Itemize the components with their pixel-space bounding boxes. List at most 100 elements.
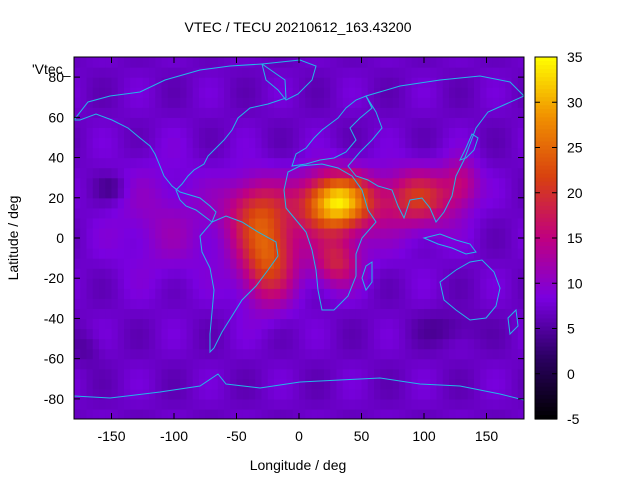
heatmap-cell <box>367 268 375 279</box>
heatmap-cell <box>311 57 319 68</box>
heatmap-cell <box>455 398 463 410</box>
heatmap-cell <box>361 278 369 289</box>
heatmap-cell <box>417 278 425 289</box>
heatmap-cell <box>367 328 375 340</box>
heatmap-cell <box>99 348 106 360</box>
heatmap-cell <box>480 278 488 289</box>
heatmap-cell <box>192 87 200 98</box>
heatmap-cell <box>386 258 394 269</box>
heatmap-cell <box>292 177 300 189</box>
heatmap-cell <box>480 338 488 350</box>
heatmap-cell <box>474 338 481 350</box>
heatmap-cell <box>111 338 119 350</box>
coastline-overlay <box>74 59 524 419</box>
heatmap-cell <box>99 107 106 118</box>
heatmap-cell <box>499 177 506 189</box>
heatmap-cell <box>142 87 150 98</box>
heatmap-cell <box>74 288 81 299</box>
heatmap-cell <box>474 197 481 209</box>
heatmap-cell <box>517 308 524 320</box>
heatmap-cell <box>342 338 350 350</box>
heatmap-cell <box>311 388 319 400</box>
heatmap-cell <box>361 207 369 219</box>
heatmap-cell <box>224 57 231 68</box>
heatmap-cell <box>292 127 300 139</box>
heatmap-cell <box>161 57 169 68</box>
heatmap-cell <box>317 328 325 340</box>
heatmap-cell <box>136 197 144 209</box>
heatmap-cell <box>224 278 231 289</box>
heatmap-cell <box>424 227 431 239</box>
heatmap-cell <box>117 408 125 419</box>
heatmap-cell <box>111 358 119 370</box>
heatmap-cell <box>317 258 325 269</box>
heatmap-cell <box>467 278 475 289</box>
heatmap-cell <box>392 288 400 299</box>
heatmap-cell <box>149 197 156 209</box>
heatmap-cell <box>80 408 88 419</box>
heatmap-cell <box>511 388 519 400</box>
heatmap-cell <box>267 127 275 139</box>
heatmap-cell <box>511 207 519 219</box>
heatmap-cell <box>280 338 288 350</box>
heatmap-cell <box>292 107 300 118</box>
heatmap-cell <box>342 288 350 299</box>
heatmap-cell <box>186 187 194 199</box>
heatmap-cell <box>299 167 306 179</box>
heatmap-cell <box>224 157 231 169</box>
heatmap-cell <box>111 147 119 159</box>
colorbar-step <box>535 370 557 376</box>
heatmap-cell <box>292 238 300 249</box>
heatmap-cell <box>255 57 263 68</box>
heatmap-cell <box>424 87 431 98</box>
heatmap-cell <box>149 368 156 380</box>
heatmap-cell <box>355 268 363 279</box>
heatmap-cell <box>430 318 438 330</box>
heatmap-cell <box>292 338 300 350</box>
heatmap-cell <box>136 298 144 309</box>
heatmap-cell <box>155 248 163 259</box>
heatmap-cell <box>411 147 419 159</box>
heatmap-cell <box>199 398 206 410</box>
heatmap-cell <box>286 378 294 390</box>
heatmap-cell <box>399 288 406 299</box>
heatmap-cell <box>130 177 138 189</box>
heatmap-cell <box>474 258 481 269</box>
heatmap-cell <box>386 288 394 299</box>
heatmap-cell <box>292 157 300 169</box>
heatmap-cell <box>405 368 413 380</box>
heatmap-cell <box>455 157 463 169</box>
heatmap-cell <box>386 107 394 118</box>
heatmap-cell <box>211 127 219 139</box>
heatmap-cell <box>74 67 81 78</box>
heatmap-cell <box>392 177 400 189</box>
heatmap-cell <box>292 368 300 380</box>
heatmap-cell <box>161 157 169 169</box>
heatmap-cell <box>311 67 319 78</box>
heatmap-cell <box>305 318 313 330</box>
heatmap-cell <box>386 298 394 309</box>
heatmap-cell <box>486 197 494 209</box>
heatmap-cell <box>330 358 338 370</box>
heatmap-cell <box>161 227 169 239</box>
heatmap-cell <box>180 107 188 118</box>
heatmap-cell <box>286 358 294 370</box>
heatmap-cell <box>174 358 181 370</box>
heatmap-cell <box>249 278 256 289</box>
heatmap-cell <box>174 157 181 169</box>
heatmap-cell <box>130 107 138 118</box>
heatmap-cell <box>105 177 113 189</box>
heatmap-cell <box>486 57 494 68</box>
heatmap-cell <box>367 137 375 149</box>
heatmap-cell <box>492 217 500 229</box>
heatmap-cell <box>374 318 381 330</box>
heatmap-cell <box>274 338 281 350</box>
heatmap-cell <box>411 308 419 320</box>
heatmap-cell <box>261 67 269 78</box>
heatmap-cell <box>255 258 263 269</box>
heatmap-cell <box>424 298 431 309</box>
heatmap-cell <box>205 57 213 68</box>
heatmap-cell <box>80 308 88 320</box>
heatmap-cell <box>449 227 456 239</box>
